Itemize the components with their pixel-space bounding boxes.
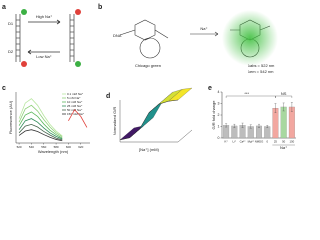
dye — [21, 61, 27, 67]
x-axis-label: Wavelength (nm) — [38, 149, 69, 154]
panel-letter: b — [98, 4, 102, 11]
label: λem = 542 nm — [248, 69, 274, 74]
error-bar — [233, 124, 236, 128]
x-tick-label: NMDG — [255, 140, 264, 144]
bar — [280, 106, 287, 139]
y-tick-label: 2 — [218, 113, 220, 117]
figure: a High Na⁺ Low Na⁺ D1 D2 b DNA Na⁺ Chica… — [2, 4, 296, 154]
y-tick-label: 3 — [218, 101, 220, 105]
panel-letter: a — [2, 4, 6, 11]
x-tick-label: 50 — [282, 140, 286, 144]
y-axis-label: G/R fold change — [211, 100, 216, 130]
annotation: NS — [281, 91, 287, 96]
y-tick-label: 4 — [218, 90, 220, 94]
line — [18, 123, 63, 141]
line — [18, 118, 63, 140]
error-bar — [258, 124, 260, 128]
x-tick-label: K⁺ — [224, 140, 228, 144]
label: Chicago green — [135, 63, 161, 68]
y-axis-label: Normalized G/R — [112, 107, 117, 136]
label: λabs = 522 nm — [248, 63, 275, 68]
panel-letter: d — [106, 93, 110, 100]
error-bar — [249, 124, 252, 129]
label: Low Na⁺ — [36, 54, 52, 59]
surface-patch — [139, 100, 164, 130]
x-tick-label: 25 — [274, 140, 278, 144]
error-bar — [225, 123, 228, 128]
x-tick-label: Ca²⁺ — [240, 140, 247, 144]
x-tick-label: 580 — [54, 145, 59, 149]
x-tick-label: Li⁺ — [233, 140, 237, 144]
group-label: Na⁺ — [280, 145, 287, 150]
x-axis-label: [Na⁺] (mM) — [139, 147, 160, 152]
x-tick-label: 0 — [266, 140, 268, 144]
label: Na⁺ — [200, 26, 207, 31]
error-bar — [274, 103, 277, 113]
x-tick-label: 150 — [290, 140, 295, 144]
legend-label: 5 mM Na⁺ — [67, 96, 81, 100]
dye — [21, 9, 27, 15]
label: D2 — [8, 49, 14, 54]
legend-label: 10 mM Na⁺ — [67, 100, 83, 104]
line — [18, 98, 63, 137]
legend-label: 150 mM Na⁺ — [67, 112, 85, 116]
y-axis-label: Fluorescence (AU) — [8, 100, 13, 134]
legend-label: 0.1 mM Na⁺ — [67, 92, 84, 96]
error-bar — [290, 102, 293, 112]
annotation: *** — [244, 91, 249, 96]
x-tick-label: 600 — [66, 145, 71, 149]
bracket — [275, 95, 293, 98]
bracket — [225, 95, 276, 98]
axis — [119, 100, 193, 143]
x-tick-label: Mg²⁺ — [248, 140, 255, 144]
panel-letter: c — [2, 85, 6, 92]
legend-label: 25 mM Na⁺ — [67, 104, 83, 108]
x-tick-label: 520 — [17, 145, 22, 149]
label: High Na⁺ — [36, 14, 53, 19]
panel-letter: e — [208, 85, 212, 92]
x-tick-label: 560 — [41, 145, 46, 149]
x-tick-label: 620 — [78, 145, 83, 149]
dna-diagram — [15, 14, 75, 62]
y-tick-label: 1 — [218, 124, 220, 128]
line — [18, 104, 63, 138]
label: D1 — [8, 21, 14, 26]
line — [18, 111, 63, 139]
dye — [75, 9, 81, 15]
line — [68, 109, 88, 128]
label: DNA — [113, 33, 122, 38]
dye — [75, 61, 81, 67]
axis — [15, 92, 90, 144]
error-bar — [241, 122, 244, 128]
bar — [223, 125, 230, 139]
x-tick-label: 540 — [29, 145, 34, 149]
error-bar — [266, 125, 269, 128]
y-tick-label: 0 — [218, 136, 220, 140]
line — [18, 129, 63, 142]
line — [119, 99, 179, 141]
glow — [222, 10, 278, 66]
bar — [264, 126, 271, 139]
error-bar — [282, 102, 285, 112]
